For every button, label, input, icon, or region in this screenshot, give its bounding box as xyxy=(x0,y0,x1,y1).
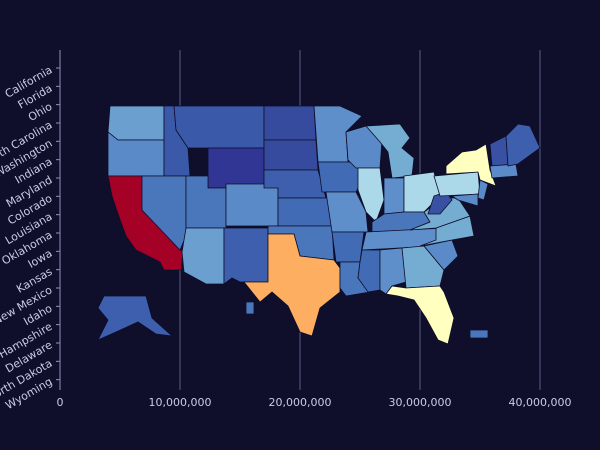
state-massachusetts xyxy=(489,163,519,179)
state-hawaii xyxy=(469,329,489,339)
state-arizona xyxy=(181,227,225,285)
x-tick-label-3: 30,000,000 xyxy=(389,396,452,409)
state-maryland xyxy=(450,193,479,207)
state-michigan xyxy=(365,123,415,179)
state-newjersey xyxy=(477,179,489,201)
state-kansas xyxy=(277,197,333,227)
x-tick-label-0: 0 xyxy=(57,396,64,409)
us-map xyxy=(97,105,541,345)
state-newhampshire xyxy=(489,135,509,167)
state-wyoming xyxy=(207,147,265,189)
state-maine xyxy=(505,123,541,167)
state-alaska xyxy=(97,295,174,341)
state-montana xyxy=(173,105,265,149)
state-newmexico xyxy=(223,227,269,285)
state-indiana xyxy=(383,177,405,215)
state-colorado xyxy=(225,183,279,227)
state-northdakota xyxy=(263,105,317,141)
state-southdakota xyxy=(263,139,319,171)
state-arkansas xyxy=(331,231,365,263)
x-tick-label-4: 40,000,000 xyxy=(509,396,572,409)
x-axis-ticks: 0 10,000,000 20,000,000 30,000,000 40,000,00… xyxy=(57,396,572,409)
state-texas xyxy=(243,233,341,337)
state-nevada xyxy=(141,175,187,251)
state-missouri xyxy=(325,191,369,233)
x-tick-label-2: 20,000,000 xyxy=(269,396,332,409)
state-florida xyxy=(385,285,455,345)
state-washington xyxy=(107,105,165,141)
x-tick-label-1: 10,000,000 xyxy=(149,396,212,409)
state-pennsylvania xyxy=(433,171,481,197)
state-hawaii-islet xyxy=(245,301,255,315)
